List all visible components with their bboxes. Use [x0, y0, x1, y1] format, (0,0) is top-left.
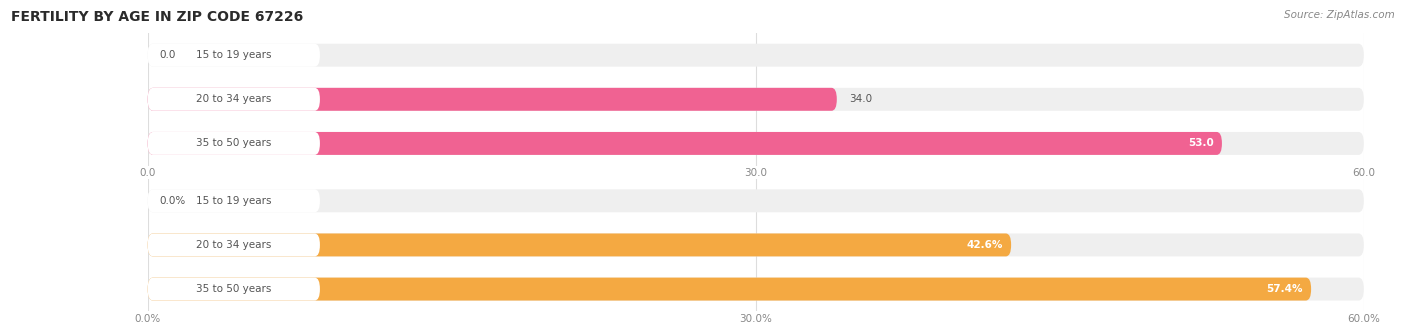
FancyBboxPatch shape: [148, 278, 1364, 301]
FancyBboxPatch shape: [148, 278, 321, 301]
FancyBboxPatch shape: [148, 44, 1364, 67]
Text: 15 to 19 years: 15 to 19 years: [195, 196, 271, 206]
FancyBboxPatch shape: [148, 132, 1364, 155]
FancyBboxPatch shape: [148, 189, 321, 212]
Text: 34.0: 34.0: [849, 94, 872, 104]
Text: 0.0: 0.0: [160, 50, 176, 60]
FancyBboxPatch shape: [148, 189, 1364, 212]
FancyBboxPatch shape: [148, 132, 321, 155]
FancyBboxPatch shape: [148, 88, 837, 111]
Text: 35 to 50 years: 35 to 50 years: [195, 138, 271, 148]
FancyBboxPatch shape: [148, 278, 1312, 301]
Text: 15 to 19 years: 15 to 19 years: [195, 50, 271, 60]
Text: 20 to 34 years: 20 to 34 years: [195, 240, 271, 250]
Text: 35 to 50 years: 35 to 50 years: [195, 284, 271, 294]
FancyBboxPatch shape: [148, 233, 1011, 257]
Text: 57.4%: 57.4%: [1267, 284, 1303, 294]
Text: 20 to 34 years: 20 to 34 years: [195, 94, 271, 104]
Text: 53.0: 53.0: [1188, 138, 1213, 148]
FancyBboxPatch shape: [148, 233, 321, 257]
FancyBboxPatch shape: [148, 44, 321, 67]
FancyBboxPatch shape: [148, 88, 1364, 111]
Text: Source: ZipAtlas.com: Source: ZipAtlas.com: [1284, 10, 1395, 20]
Text: FERTILITY BY AGE IN ZIP CODE 67226: FERTILITY BY AGE IN ZIP CODE 67226: [11, 10, 304, 24]
FancyBboxPatch shape: [148, 233, 1364, 257]
Text: 42.6%: 42.6%: [967, 240, 1002, 250]
Text: 0.0%: 0.0%: [160, 196, 186, 206]
FancyBboxPatch shape: [148, 132, 1222, 155]
FancyBboxPatch shape: [148, 88, 321, 111]
